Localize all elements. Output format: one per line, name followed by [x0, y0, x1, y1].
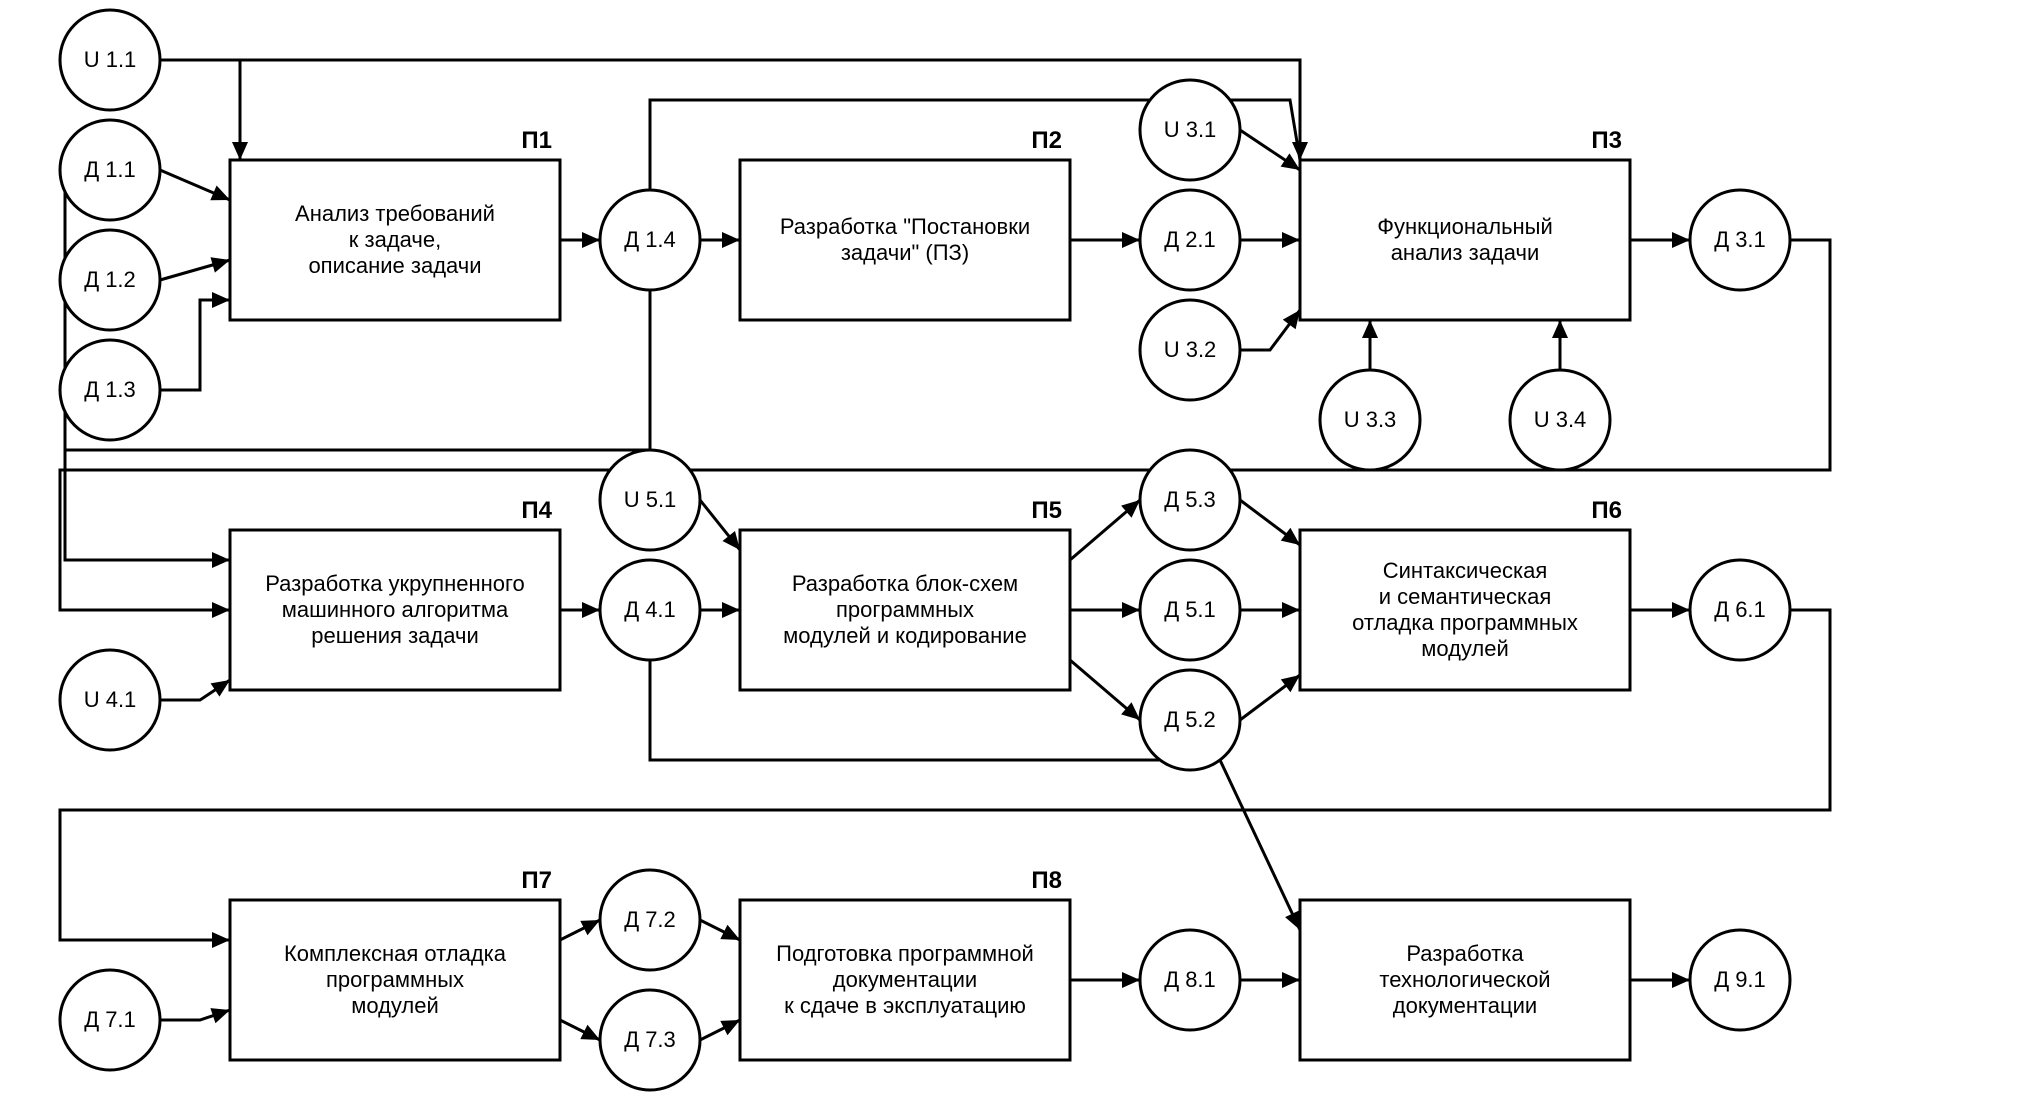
node-label: Д 8.1 [1164, 967, 1216, 992]
svg-text:к сдаче в эксплуатацию: к сдаче в эксплуатацию [784, 993, 1026, 1018]
svg-text:Анализ требований: Анализ требований [295, 201, 495, 226]
node-label: U 3.4 [1534, 407, 1587, 432]
node-label: Д 5.2 [1164, 707, 1216, 732]
svg-text:к задаче,: к задаче, [349, 227, 441, 252]
svg-text:документации: документации [1393, 993, 1537, 1018]
svg-text:программных: программных [836, 597, 974, 622]
node-label: Д 4.1 [624, 597, 676, 622]
process-label: П7 [521, 867, 552, 894]
node-label: Д 1.3 [84, 377, 136, 402]
node-label: Д 7.2 [624, 907, 676, 932]
process-label: П3 [1591, 127, 1622, 154]
node-label: Д 2.1 [1164, 227, 1216, 252]
process-label: П5 [1031, 497, 1062, 524]
svg-text:документации: документации [833, 967, 977, 992]
process-label: П6 [1591, 497, 1622, 524]
node-label: U 1.1 [84, 47, 137, 72]
node-label: Д 7.3 [624, 1027, 676, 1052]
svg-text:задачи" (ПЗ): задачи" (ПЗ) [841, 240, 969, 265]
node-label: Д 6.1 [1714, 597, 1766, 622]
svg-text:описание задачи: описание задачи [308, 253, 481, 278]
svg-text:отладка программных: отладка программных [1352, 610, 1578, 635]
process-label: П2 [1031, 127, 1062, 154]
node-label: U 3.3 [1344, 407, 1397, 432]
node-label: U 4.1 [84, 687, 137, 712]
node-label: Д 1.1 [84, 157, 136, 182]
node-label: Д 1.4 [624, 227, 676, 252]
svg-text:Функциональный: Функциональный [1377, 214, 1553, 239]
svg-text:Разработка блок-схем: Разработка блок-схем [792, 571, 1018, 596]
svg-text:программных: программных [326, 967, 464, 992]
node-label: U 3.2 [1164, 337, 1217, 362]
svg-text:анализ задачи: анализ задачи [1391, 240, 1540, 265]
process-label: П8 [1031, 867, 1062, 894]
node-label: Д 9.1 [1714, 967, 1766, 992]
node-label: Д 5.3 [1164, 487, 1216, 512]
node-label: Д 5.1 [1164, 597, 1216, 622]
svg-text:Разработка "Постановки: Разработка "Постановки [780, 214, 1030, 239]
svg-text:Разработка: Разработка [1406, 941, 1524, 966]
svg-text:модулей: модулей [351, 993, 439, 1018]
svg-text:Разработка укрупненного: Разработка укрупненного [265, 571, 525, 596]
node-label: Д 1.2 [84, 267, 136, 292]
process-label: П4 [521, 497, 552, 524]
svg-text:технологической: технологической [1379, 967, 1550, 992]
svg-text:модулей: модулей [1421, 636, 1509, 661]
svg-text:модулей и кодирование: модулей и кодирование [783, 623, 1027, 648]
process-label: П1 [521, 127, 552, 154]
svg-text:Комплексная отладка: Комплексная отладка [284, 941, 507, 966]
node-label: U 5.1 [624, 487, 677, 512]
svg-text:Подготовка программной: Подготовка программной [776, 941, 1034, 966]
svg-text:решения задачи: решения задачи [311, 623, 478, 648]
node-label: Д 7.1 [84, 1007, 136, 1032]
node-label: Д 3.1 [1714, 227, 1766, 252]
node-label: U 3.1 [1164, 117, 1217, 142]
svg-text:машинного алгоритма: машинного алгоритма [282, 597, 509, 622]
svg-text:Синтаксическая: Синтаксическая [1383, 558, 1548, 583]
svg-text:и семантическая: и семантическая [1379, 584, 1551, 609]
